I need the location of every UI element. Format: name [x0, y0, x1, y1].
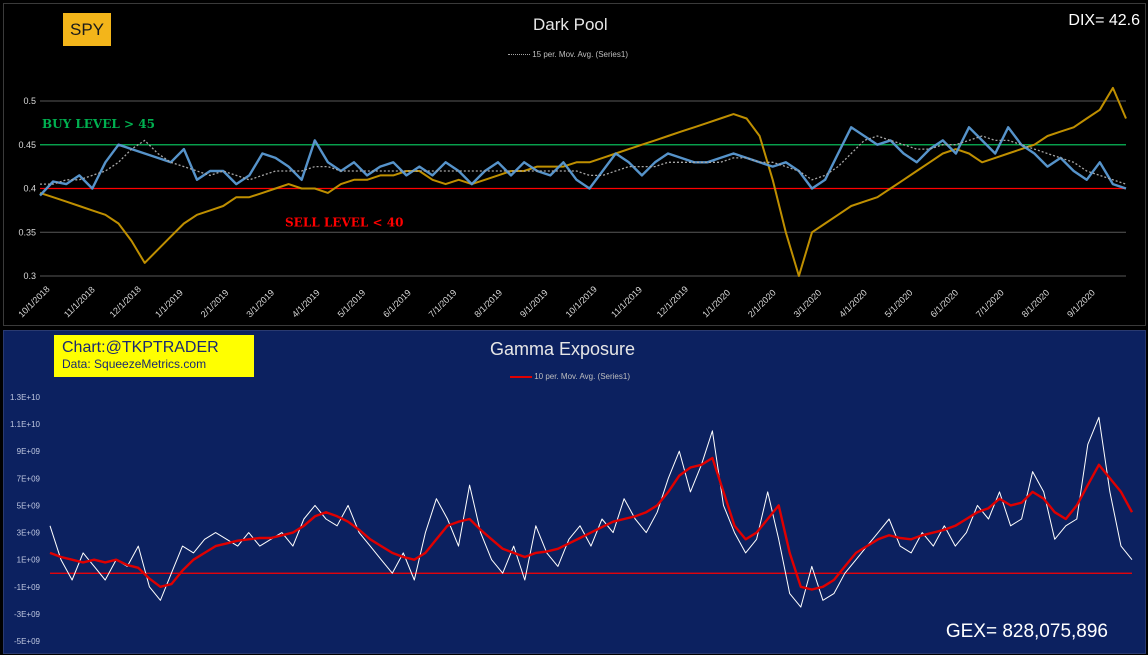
dark-pool-legend: 15 per. Mov. Avg. (Series1): [508, 50, 628, 59]
gamma-y-tick: 1E+09: [17, 556, 41, 565]
gamma-exposure-title: Gamma Exposure: [490, 339, 636, 359]
credit-author: Chart:@TKPTRADER: [62, 339, 219, 356]
gamma-y-tick: 1.1E+10: [10, 420, 41, 429]
gamma-legend: 10 per. Mov. Avg. (Series1): [510, 372, 630, 381]
dark-pool-y-tick: 0.4: [23, 184, 36, 194]
legend-ma-swatch: [508, 54, 530, 56]
ticker-badge: SPY: [63, 13, 111, 46]
legend-gex-ma-swatch: [510, 375, 532, 378]
gamma-y-tick: 9E+09: [17, 447, 41, 456]
legend-gex-ma-label: 10 per. Mov. Avg. (Series1): [534, 372, 630, 381]
gamma-y-tick: 1.3E+10: [10, 393, 41, 402]
gamma-exposure-panel: [3, 330, 1146, 654]
dix-moving-average-line: [40, 135, 1127, 185]
gamma-y-tick: 3E+09: [17, 529, 41, 538]
sell-level-label: SELL LEVEL < 40: [285, 216, 403, 230]
dark-pool-title: Dark Pool: [533, 15, 608, 34]
gex-moving-average-line: [49, 456, 1134, 591]
dark-pool-panel: [3, 3, 1146, 326]
dark-pool-y-tick: 0.5: [23, 96, 36, 106]
gamma-y-tick: -5E+09: [14, 637, 41, 646]
dix-value-label: DIX= 42.6: [1068, 12, 1140, 29]
gamma-y-tick: 7E+09: [17, 474, 41, 483]
buy-level-label: BUY LEVEL > 45: [42, 117, 155, 131]
gex-line: [49, 416, 1133, 608]
dark-pool-chart: 0.5 0.45 0.4 0.35 0.3 BUY LEVEL > 45 SELL LEVE…: [16, 86, 1127, 319]
dark-pool-y-tick: 0.3: [23, 271, 36, 281]
spy-price-line: [39, 86, 1127, 277]
dark-pool-y-tick: 0.45: [18, 140, 36, 150]
credit-box: Chart:@TKPTRADER Data: SqueezeMetrics.co…: [54, 335, 254, 377]
gex-value-label: GEX= 828,075,896: [945, 621, 1108, 642]
gamma-y-tick: -3E+09: [14, 610, 41, 619]
dark-pool-y-tick: 0.35: [18, 227, 36, 237]
gamma-y-tick: -1E+09: [14, 583, 41, 592]
credit-source: Data: SqueezeMetrics.com: [62, 357, 207, 371]
gamma-y-tick: 5E+09: [17, 501, 41, 510]
legend-ma-label: 15 per. Mov. Avg. (Series1): [532, 50, 628, 59]
dix-line: [39, 126, 1127, 197]
